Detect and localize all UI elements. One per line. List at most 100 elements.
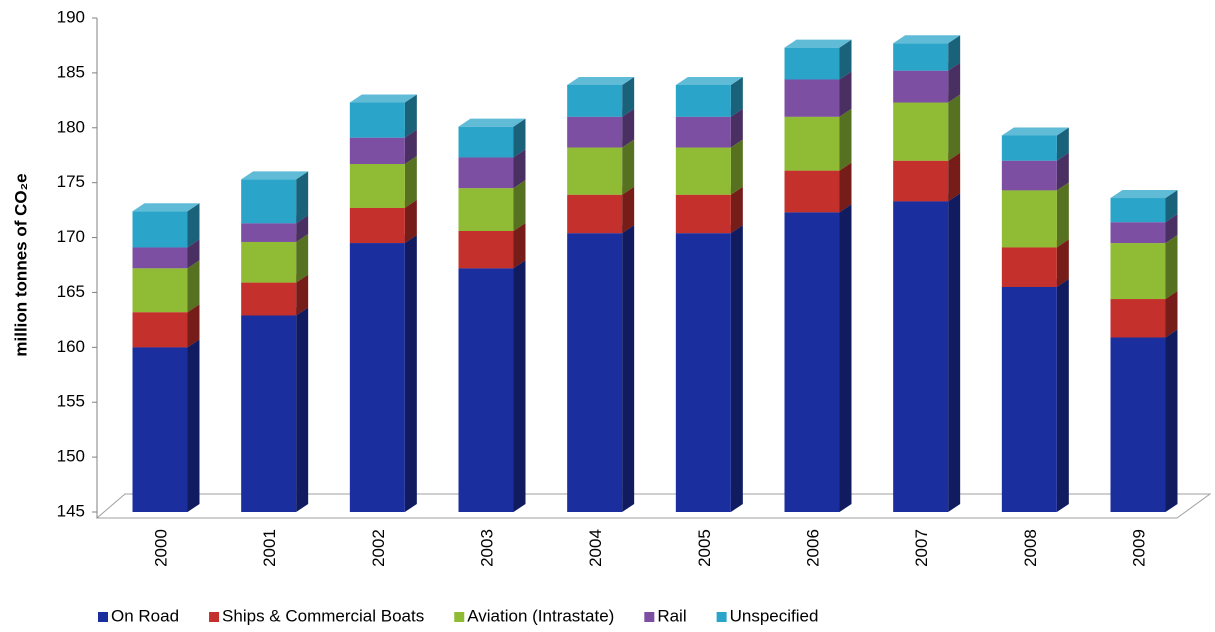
bar-segment	[893, 43, 949, 71]
bar-segment	[1001, 160, 1057, 191]
x-tick-label: 2006	[803, 529, 822, 567]
bar-side	[404, 129, 417, 165]
y-tick-label: 160	[57, 337, 85, 356]
bar-segment	[458, 230, 514, 269]
legend-swatch	[716, 612, 727, 622]
bar-segment	[241, 223, 297, 242]
bar-side	[839, 108, 852, 171]
y-tick-label: 180	[57, 117, 85, 136]
bar-segment	[241, 282, 297, 316]
y-axis-label: million tonnes of CO₂e	[11, 173, 30, 356]
bar-side	[513, 118, 526, 158]
bar-segment	[893, 102, 949, 161]
y-tick-label: 165	[57, 282, 85, 301]
bar-segment	[458, 126, 514, 158]
y-tick-label: 150	[57, 447, 85, 466]
bar-side	[730, 76, 743, 117]
bar-side	[622, 108, 635, 148]
bar-side	[948, 193, 961, 512]
bar-side	[839, 71, 852, 117]
bar-segment	[567, 233, 623, 513]
bar-segment	[675, 194, 731, 234]
x-tick-label: 2001	[260, 529, 279, 567]
bar-side	[187, 239, 200, 269]
bar-segment	[1110, 299, 1166, 338]
bar-top	[675, 76, 743, 85]
legend-swatch	[454, 612, 465, 622]
bar-segment	[567, 116, 623, 148]
bar-segment	[784, 212, 840, 512]
bar-segment	[1110, 198, 1166, 223]
bar-top	[893, 35, 961, 44]
bar-segment	[784, 170, 840, 213]
bar-segment	[675, 233, 731, 513]
bar-segment	[349, 207, 405, 244]
bar-side	[187, 260, 200, 313]
legend-swatch	[209, 612, 220, 622]
bar-side	[622, 139, 635, 195]
bar-side	[513, 149, 526, 189]
bar-segment	[132, 312, 188, 348]
y-tick-label: 170	[57, 227, 85, 246]
bar-top	[132, 203, 200, 212]
bar-segment	[349, 102, 405, 138]
bar-segment	[458, 188, 514, 231]
x-tick-label: 2007	[912, 529, 931, 567]
bar-side	[1056, 182, 1069, 248]
bar-side	[948, 152, 961, 202]
bar-segment	[1001, 135, 1057, 161]
bar-segment	[1110, 243, 1166, 300]
legend-swatch	[98, 612, 108, 622]
bar-segment	[1110, 337, 1166, 512]
bar-segment	[784, 47, 840, 80]
legend-swatch	[644, 612, 655, 622]
bar-side	[404, 94, 417, 138]
x-tick-label: 2000	[151, 529, 170, 567]
x-tick-label: 2004	[586, 529, 605, 567]
legend-label: Rail	[657, 606, 686, 625]
bar-segment	[458, 157, 514, 189]
bar-top	[567, 76, 635, 85]
bar-segment	[567, 84, 623, 117]
bar-segment	[567, 194, 623, 234]
bar-top	[241, 171, 309, 180]
bar-segment	[349, 164, 405, 208]
bar-segment	[349, 243, 405, 513]
x-tick-label: 2005	[695, 529, 714, 567]
bar-segment	[1110, 222, 1166, 244]
bar-segment	[1001, 286, 1057, 512]
bar-segment	[675, 116, 731, 148]
legend-label: Unspecified	[730, 606, 819, 625]
bar-top	[349, 94, 417, 103]
bar-segment	[675, 84, 731, 117]
bar-side	[296, 307, 309, 512]
y-tick-label: 185	[57, 62, 85, 81]
bar-side	[296, 274, 309, 316]
x-tick-label: 2003	[477, 529, 496, 567]
bar-segment	[132, 347, 188, 512]
bar-side	[839, 204, 852, 512]
bar-segment	[893, 70, 949, 103]
y-tick-label: 145	[57, 501, 85, 520]
bar-side	[730, 225, 743, 513]
bar-side	[622, 225, 635, 513]
bar-segment	[132, 268, 188, 313]
bar-side	[948, 62, 961, 103]
bar-segment	[893, 201, 949, 512]
bar-segment	[675, 147, 731, 195]
bar-segment	[784, 116, 840, 171]
bar-side	[513, 222, 526, 269]
x-tick-label: 2008	[1021, 529, 1040, 567]
bar-side	[1165, 291, 1178, 338]
bar-side	[1165, 214, 1178, 244]
bar-side	[1165, 235, 1178, 300]
bar-segment	[784, 79, 840, 117]
bar-side	[730, 139, 743, 195]
bar-side	[1165, 190, 1178, 223]
bar-top	[458, 118, 526, 127]
bar-side	[513, 180, 526, 231]
bar-segment	[132, 247, 188, 269]
bar-side	[1056, 127, 1069, 161]
x-tick-label: 2009	[1129, 529, 1148, 567]
